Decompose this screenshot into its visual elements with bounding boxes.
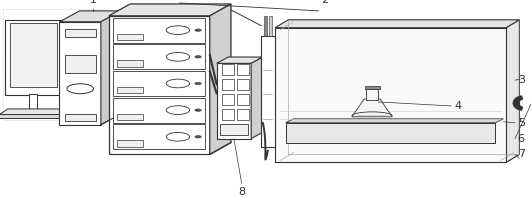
Circle shape bbox=[166, 106, 190, 114]
Bar bbox=[117, 113, 143, 120]
Bar bbox=[117, 140, 143, 147]
Bar bbox=[222, 79, 234, 90]
Bar bbox=[237, 94, 249, 105]
Bar bbox=[117, 87, 143, 93]
Bar bbox=[222, 109, 234, 120]
Bar bbox=[113, 44, 205, 69]
Polygon shape bbox=[59, 11, 121, 22]
Bar bbox=[264, 16, 267, 36]
Bar bbox=[65, 114, 96, 121]
Bar bbox=[286, 123, 495, 143]
Bar bbox=[0, 114, 68, 118]
Polygon shape bbox=[286, 119, 503, 123]
Bar bbox=[117, 34, 143, 40]
Bar bbox=[237, 79, 249, 90]
Polygon shape bbox=[506, 20, 519, 162]
Circle shape bbox=[195, 82, 201, 85]
Bar bbox=[275, 28, 506, 162]
Bar bbox=[113, 71, 205, 96]
Polygon shape bbox=[275, 20, 519, 28]
Bar bbox=[222, 94, 234, 105]
Circle shape bbox=[67, 84, 93, 94]
Polygon shape bbox=[513, 96, 523, 110]
Circle shape bbox=[166, 26, 190, 34]
Bar bbox=[65, 55, 96, 73]
Bar bbox=[220, 124, 248, 135]
Bar bbox=[237, 109, 249, 120]
Bar bbox=[365, 86, 380, 89]
Bar bbox=[261, 36, 275, 147]
Circle shape bbox=[195, 56, 201, 58]
Polygon shape bbox=[101, 11, 121, 125]
Text: 8: 8 bbox=[238, 187, 245, 197]
Bar bbox=[10, 23, 57, 87]
Circle shape bbox=[195, 109, 201, 111]
Polygon shape bbox=[275, 154, 519, 162]
Circle shape bbox=[195, 136, 201, 138]
Bar bbox=[237, 64, 249, 75]
Circle shape bbox=[166, 79, 190, 88]
Polygon shape bbox=[210, 4, 231, 154]
Text: 3: 3 bbox=[518, 75, 525, 85]
Polygon shape bbox=[109, 4, 231, 16]
Bar bbox=[113, 18, 205, 43]
Circle shape bbox=[195, 29, 201, 31]
Bar bbox=[113, 98, 205, 123]
Polygon shape bbox=[352, 99, 392, 117]
Bar bbox=[217, 63, 251, 139]
Bar bbox=[366, 89, 379, 100]
Text: 4: 4 bbox=[454, 101, 461, 111]
Polygon shape bbox=[217, 57, 263, 63]
Polygon shape bbox=[251, 57, 263, 139]
Bar bbox=[59, 22, 101, 125]
Text: 1: 1 bbox=[89, 0, 97, 5]
Bar bbox=[109, 16, 210, 154]
Circle shape bbox=[166, 52, 190, 61]
Bar bbox=[29, 94, 37, 109]
Bar bbox=[5, 20, 61, 95]
Bar bbox=[113, 124, 205, 149]
Text: 6: 6 bbox=[518, 134, 525, 144]
Text: 5: 5 bbox=[518, 118, 525, 128]
Bar bbox=[269, 16, 272, 36]
Polygon shape bbox=[0, 109, 67, 115]
Bar bbox=[65, 29, 96, 37]
Circle shape bbox=[166, 132, 190, 141]
Text: 2: 2 bbox=[321, 0, 328, 5]
Bar bbox=[222, 64, 234, 75]
Bar bbox=[117, 60, 143, 67]
Text: 7: 7 bbox=[518, 149, 525, 159]
